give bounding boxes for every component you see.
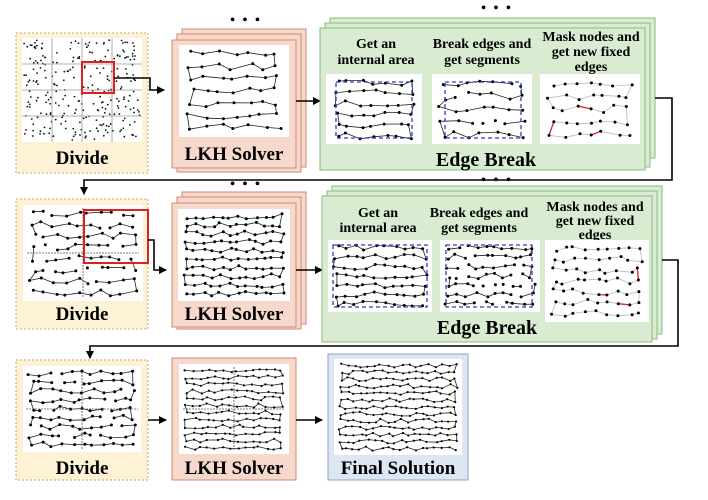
step3-line1-row1: Mask nodes and — [542, 30, 639, 45]
divide-label-2: Divide — [56, 304, 109, 325]
solver-label-3: LKH Solver — [185, 458, 284, 479]
solver-tour-3 — [183, 367, 285, 451]
solver-label-2: LKH Solver — [185, 304, 284, 325]
internal-area-tour-2 — [331, 243, 429, 308]
step2-line1-row2: Break edges and — [430, 206, 529, 221]
divide-tour-3 — [26, 369, 138, 449]
final-solution-box: Final Solution — [327, 353, 469, 481]
edgebreak-box-1: • • • Get an internal area Break edges a… — [319, 1, 656, 171]
internal-area-tour-1 — [333, 78, 416, 141]
step3-line1-row2: Mask nodes and — [546, 200, 643, 215]
arrow-divide-to-solver-1 — [114, 77, 165, 94]
highlight-region-2 — [83, 209, 149, 264]
internal-area-box-1 — [335, 81, 413, 139]
edgebreak-title-1: Edge Break — [436, 149, 537, 171]
solver-ellipsis-2: • • • — [230, 177, 262, 192]
solver-tour-2 — [182, 212, 286, 298]
edgebreak-ellipsis-2: • • • — [481, 173, 513, 188]
step1-line1-row1: Get an — [356, 37, 396, 52]
arrow-row1-to-row2 — [80, 97, 673, 195]
step1-line2-row2: internal area — [339, 221, 416, 236]
step2-line1-row1: Break edges and — [433, 37, 532, 52]
row-3: Divide LKH Solver Final Solution — [15, 353, 469, 481]
arrow-row2-to-row3 — [86, 259, 679, 359]
step3-line2-row2: get new fixed — [556, 214, 635, 229]
step2-line2-row2: get segments — [441, 221, 517, 236]
solver-tour-1 — [185, 49, 283, 131]
internal-area-box-2 — [332, 244, 428, 308]
step1-line1-row2: Get an — [358, 206, 398, 221]
edgebreak-box-2: • • • Get an internal area Break edges a… — [321, 173, 663, 343]
divide-box-1: Divide — [15, 32, 149, 174]
solver-box-1: LKH Solver • • • — [171, 13, 307, 173]
segments-box-2 — [445, 244, 533, 308]
masked-tour-2 — [550, 245, 644, 318]
step3-line3-row2: edges — [579, 228, 612, 243]
edgebreak-ellipsis-1: • • • — [481, 1, 513, 16]
divide-box-2: Divide — [15, 198, 149, 330]
solver-label-1: LKH Solver — [185, 144, 284, 165]
solver-box-3: LKH Solver — [171, 357, 297, 481]
step3-line2-row1: get new fixed — [552, 45, 631, 60]
solver-box-2: LKH Solver • • • — [171, 177, 307, 330]
edgebreak-title-2: Edge Break — [437, 317, 538, 339]
segments-tour-1 — [437, 79, 527, 140]
step3-line3-row1: edges — [575, 60, 608, 75]
row-1: Divide LKH Solver • • • • • • Get an int… — [15, 1, 656, 174]
solver-ellipsis-1: • • • — [230, 13, 262, 28]
masked-tour-1 — [546, 81, 634, 139]
final-label: Final Solution — [341, 458, 456, 479]
divide-label-3: Divide — [56, 458, 109, 479]
arrow-divide-to-solver-2 — [148, 239, 167, 274]
step2-line2-row1: get segments — [444, 53, 520, 68]
divide-box-3: Divide — [15, 359, 149, 481]
step1-line2-row1: internal area — [337, 53, 414, 68]
divide-label-1: Divide — [56, 148, 109, 169]
segments-tour-2 — [443, 244, 537, 306]
segments-box-1 — [444, 81, 522, 139]
final-tour — [337, 362, 459, 452]
row-2: Divide LKH Solver • • • • • • Get an int… — [15, 173, 663, 343]
